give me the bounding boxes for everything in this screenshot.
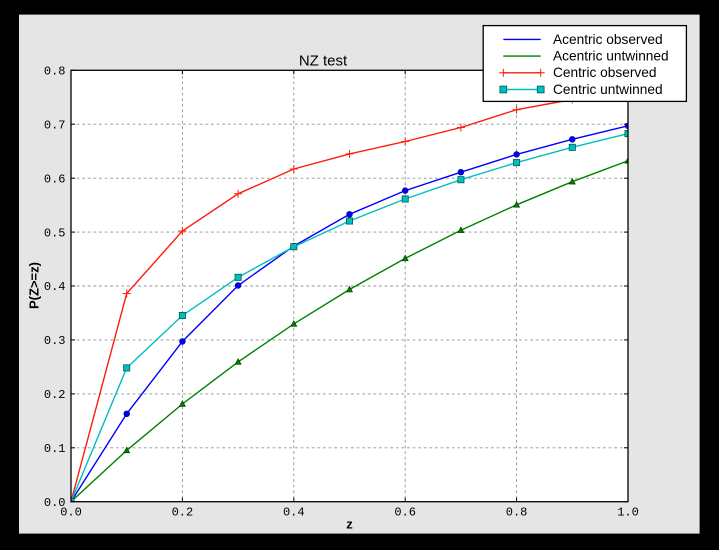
svg-text:0.8: 0.8 <box>44 65 66 79</box>
svg-text:0.2: 0.2 <box>172 505 194 519</box>
svg-text:0.5: 0.5 <box>44 226 66 240</box>
svg-text:0.3: 0.3 <box>44 334 66 348</box>
svg-text:Centric untwinned: Centric untwinned <box>553 82 663 97</box>
svg-text:Acentric untwinned: Acentric untwinned <box>553 49 669 64</box>
svg-text:0.6: 0.6 <box>44 172 66 186</box>
svg-text:0.4: 0.4 <box>283 505 305 519</box>
svg-text:0.2: 0.2 <box>44 388 66 402</box>
svg-text:Centric observed: Centric observed <box>553 65 656 80</box>
svg-text:z: z <box>346 517 353 532</box>
svg-text:0.4: 0.4 <box>44 280 66 294</box>
svg-text:0.8: 0.8 <box>506 505 528 519</box>
svg-text:0.7: 0.7 <box>44 118 66 132</box>
svg-text:P(Z>=z): P(Z>=z) <box>27 262 42 309</box>
svg-text:1.0: 1.0 <box>617 505 639 519</box>
svg-text:NZ test: NZ test <box>299 53 348 70</box>
svg-text:Acentric observed: Acentric observed <box>553 32 663 47</box>
svg-text:0.1: 0.1 <box>44 442 66 456</box>
svg-text:0.6: 0.6 <box>394 505 416 519</box>
svg-text:0.0: 0.0 <box>60 505 82 519</box>
svg-text:0.0: 0.0 <box>44 496 66 510</box>
